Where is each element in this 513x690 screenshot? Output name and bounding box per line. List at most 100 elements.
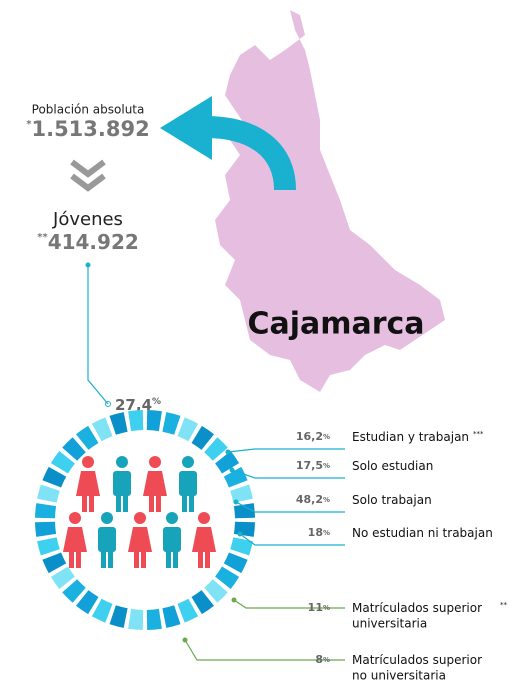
head bbox=[134, 512, 146, 524]
person-icon bbox=[63, 512, 87, 568]
ring-segment bbox=[177, 417, 199, 442]
stat-label: Matrículados superior bbox=[352, 653, 482, 667]
value: 17,5 bbox=[296, 459, 323, 472]
ring-segment bbox=[162, 605, 181, 628]
ring-segment bbox=[128, 410, 144, 432]
leg bbox=[173, 552, 178, 568]
ring-segment bbox=[128, 608, 144, 630]
ring-segment bbox=[146, 410, 162, 432]
person-icon bbox=[192, 512, 216, 568]
label: Matrículados superior bbox=[352, 601, 482, 615]
connector bbox=[227, 448, 345, 453]
stat-label: Estudian y trabajan *** bbox=[352, 430, 484, 444]
region-name: Cajamarca bbox=[247, 307, 424, 342]
person-icon bbox=[76, 456, 100, 512]
unit: % bbox=[152, 397, 161, 407]
head bbox=[69, 512, 81, 524]
leg bbox=[149, 496, 154, 512]
unit: % bbox=[323, 462, 330, 470]
connector bbox=[87, 265, 109, 405]
body bbox=[163, 527, 181, 552]
stat-label: Solo estudian bbox=[352, 459, 433, 473]
body bbox=[98, 527, 116, 552]
head bbox=[101, 512, 113, 524]
dot bbox=[225, 449, 231, 455]
leg bbox=[101, 552, 106, 568]
ring-segment bbox=[76, 590, 99, 615]
youth-share: 27,4% bbox=[115, 396, 161, 414]
ring-segment bbox=[162, 412, 181, 435]
head bbox=[166, 512, 178, 524]
value: 16,2 bbox=[296, 430, 323, 443]
population-value: *1.513.892 bbox=[26, 117, 149, 141]
value: 27,4 bbox=[115, 396, 152, 414]
ring-segment bbox=[109, 605, 128, 628]
head bbox=[198, 512, 210, 524]
ring-segment bbox=[91, 598, 113, 623]
body bbox=[76, 471, 100, 496]
arrow bbox=[204, 116, 296, 191]
body bbox=[192, 527, 216, 552]
label: Estudian y trabajan bbox=[352, 430, 469, 444]
stat-value: 8% bbox=[315, 653, 330, 666]
value: 11 bbox=[308, 601, 323, 614]
person-icon bbox=[179, 456, 197, 512]
value: 18 bbox=[308, 526, 323, 539]
unit: % bbox=[323, 529, 330, 537]
value: 8 bbox=[315, 653, 323, 666]
unit: % bbox=[323, 604, 330, 612]
leg bbox=[182, 496, 187, 512]
connector bbox=[184, 639, 345, 661]
dot bbox=[237, 531, 243, 537]
stat-value: 18% bbox=[308, 526, 330, 539]
ring-segment bbox=[50, 451, 75, 474]
ring-segment bbox=[62, 437, 86, 461]
ring-segment bbox=[191, 425, 214, 450]
dot bbox=[105, 401, 111, 407]
leg bbox=[205, 552, 210, 568]
person-icon bbox=[163, 512, 181, 568]
leg bbox=[166, 552, 171, 568]
connector bbox=[235, 501, 345, 513]
ring-segment bbox=[204, 437, 228, 461]
ring bbox=[35, 410, 255, 630]
leg bbox=[189, 496, 194, 512]
value: 414.922 bbox=[48, 230, 139, 254]
ring-segment bbox=[62, 579, 86, 603]
leg bbox=[123, 496, 128, 512]
note: *** bbox=[473, 430, 484, 438]
body bbox=[128, 527, 152, 552]
body bbox=[179, 471, 197, 496]
note: ** bbox=[37, 232, 48, 243]
person-icon bbox=[113, 456, 131, 512]
body bbox=[63, 527, 87, 552]
dot bbox=[85, 262, 91, 268]
ring-segment bbox=[42, 552, 67, 574]
note: ** bbox=[500, 601, 508, 609]
ring-segment bbox=[215, 451, 240, 474]
leg bbox=[108, 552, 113, 568]
ring-segment bbox=[191, 590, 214, 615]
head bbox=[116, 456, 128, 468]
unit: % bbox=[323, 656, 330, 664]
stat-value: 16,2% bbox=[296, 430, 330, 443]
ring-segment bbox=[35, 503, 57, 519]
ring-segment bbox=[37, 484, 60, 503]
person-icon bbox=[143, 456, 167, 512]
ring-segment bbox=[37, 537, 60, 556]
leg bbox=[116, 496, 121, 512]
stat-label-2: no universitaria bbox=[352, 669, 446, 683]
ring-segment bbox=[50, 566, 75, 589]
head bbox=[82, 456, 94, 468]
ring-segment bbox=[223, 552, 248, 574]
person-icon bbox=[98, 512, 116, 568]
head bbox=[149, 456, 161, 468]
ring-segment bbox=[76, 425, 99, 450]
ring-segment bbox=[91, 417, 113, 442]
people bbox=[63, 456, 216, 568]
chevrons bbox=[70, 159, 106, 192]
stat-value: 48,2% bbox=[296, 493, 330, 506]
value: 1.513.892 bbox=[31, 117, 149, 141]
ring-segment bbox=[177, 598, 199, 623]
arrow-head bbox=[160, 96, 212, 160]
